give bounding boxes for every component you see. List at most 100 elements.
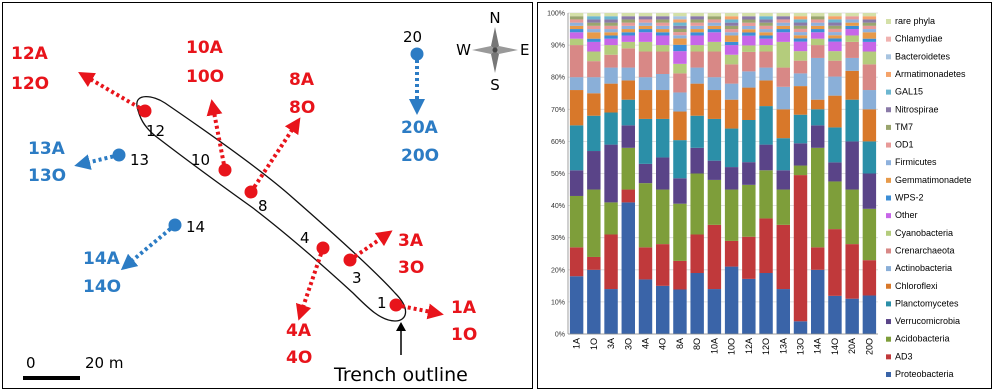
site-label-o: 10O: [186, 67, 224, 87]
bar-segment-other: [707, 32, 722, 42]
site-number: 13: [130, 151, 149, 169]
bar-segment-other: [604, 38, 618, 46]
bar-segment-other: [759, 38, 773, 46]
site-13: 13 13A 13O: [28, 139, 149, 186]
bar-segment-ad3: [707, 224, 722, 290]
trench-outline-label: Trench outline: [333, 364, 468, 386]
bar-segment-ad3: [845, 244, 859, 299]
site-label-o: 3O: [398, 258, 424, 278]
bar-segment-nitrospirae: [862, 19, 877, 23]
bar-segment-crenarchaeota: [604, 54, 618, 68]
bar-segment-other: [569, 32, 584, 39]
legend-entry: WPS-2: [895, 193, 924, 203]
bar-segment-nitrospirae: [587, 19, 601, 23]
bar-segment-other: [656, 35, 670, 46]
x-tick-label: 4A: [641, 338, 651, 349]
bar-segment-armatimonadetes: [673, 19, 687, 23]
legend-entry: Planctomycetes: [895, 298, 959, 308]
bar-segment-actinobacteria: [690, 67, 704, 84]
bar-segment-rare-phyla: [724, 13, 739, 17]
legend-swatch: [886, 372, 891, 377]
bar-segment-actinobacteria: [793, 73, 808, 87]
bar-segment-planctomycetes: [569, 125, 584, 171]
legend-entry: OD1: [895, 140, 914, 150]
bar-segment-crenarchaeota: [845, 41, 859, 58]
site-label-a: 4A: [286, 321, 312, 341]
bar-segment-chloroflexi: [793, 86, 808, 115]
site-number: 8: [258, 197, 268, 215]
site-label-a: 3A: [398, 231, 424, 251]
bar-segment-od1: [656, 22, 670, 26]
bar-segment-gal15: [604, 16, 618, 20]
compass-icon: N S W E: [456, 9, 529, 94]
bar-segment-ad3: [828, 229, 842, 296]
bar-segment-rare-phyla: [656, 13, 670, 17]
bar-segment-other: [828, 41, 842, 52]
bar-segment-planctomycetes: [811, 109, 825, 126]
bar-segment-od1: [724, 29, 739, 33]
site-number: 4: [300, 229, 310, 247]
bar-segment-cyanobacteria: [638, 41, 653, 52]
bar-segment-proteobacteria: [621, 202, 635, 334]
bar-segment-chloroflexi: [828, 95, 842, 128]
bar-segment-proteobacteria: [707, 289, 722, 334]
bar-segment-tm7: [742, 19, 756, 23]
legend-entry: Bacteroidetes: [895, 51, 951, 61]
bar-segment-firmicutes: [724, 32, 739, 36]
bar-segment-gemmatimonadete: [621, 29, 635, 33]
bar-segment-wps-2: [862, 38, 877, 42]
bar-segment-cyanobacteria: [587, 51, 601, 62]
bar-segment-armatimonadetes: [724, 16, 739, 20]
bar-segment-chloroflexi: [724, 99, 739, 129]
bar-segment-crenarchaeota: [811, 45, 825, 58]
site-8: 8 8A 8O: [244, 70, 315, 215]
bar-segment-nitrospirae: [759, 19, 773, 23]
bar-segment-rare-phyla: [604, 13, 618, 17]
bar-segment-other: [742, 35, 756, 46]
legend-swatch: [886, 36, 891, 42]
bar-segment-proteobacteria: [845, 298, 859, 334]
bar-segment-verrucomicrobia: [862, 173, 877, 209]
site-14: 14 14A 14O: [83, 218, 205, 297]
bar-segment-rare-phyla: [707, 13, 722, 17]
legend-entry: Other: [895, 210, 918, 220]
bar-segment-proteobacteria: [828, 295, 842, 334]
bar-segment-nitrospirae: [776, 16, 790, 20]
bar-segment-planctomycetes: [793, 114, 808, 144]
bar-segment-tm7: [690, 19, 704, 23]
bar-segment-gal15: [759, 16, 773, 20]
legend-swatch: [886, 266, 891, 272]
site-label-a: 20A: [401, 118, 439, 138]
bar-segment-firmicutes: [862, 29, 877, 33]
bar-segment-firmicutes: [776, 22, 790, 26]
bar-segment-rare-phyla: [811, 13, 825, 17]
bar-segment-planctomycetes: [690, 115, 704, 148]
bar-segment-od1: [845, 16, 859, 20]
bar-segment-wps-2: [621, 32, 635, 36]
bar-segment-acidobacteria: [742, 184, 756, 237]
bar-segment-tm7: [811, 16, 825, 20]
bar-segment-nitrospirae: [656, 16, 670, 20]
bar-segment-gemmatimonadete: [690, 29, 704, 33]
bar-segment-proteobacteria: [759, 273, 773, 334]
bar-segment-actinobacteria: [707, 77, 722, 91]
y-tick-label: 0%: [555, 332, 565, 339]
bar-segment-crenarchaeota: [673, 73, 687, 93]
bar-segment-acidobacteria: [828, 181, 842, 230]
bar-segment-cyanobacteria: [604, 45, 618, 55]
legend-entry: GAL15: [895, 87, 923, 97]
bar-segment-tm7: [587, 22, 601, 26]
bar-segment-crenarchaeota: [621, 48, 635, 68]
bar-segment-other: [793, 41, 808, 52]
bar-segment-gemmatimonadete: [656, 29, 670, 33]
bar-segment-cyanobacteria: [673, 63, 687, 74]
site-label-a: 12A: [11, 44, 49, 64]
bar-segment-other: [638, 32, 653, 42]
bar-segment-actinobacteria: [724, 83, 739, 100]
trench-outline: [136, 95, 407, 322]
legend-entry: Firmicutes: [895, 157, 937, 167]
bar-segment-gemmatimonadete: [638, 25, 653, 30]
bar-segment-rare-phyla: [759, 13, 773, 17]
bar-segment-firmicutes: [656, 25, 670, 30]
bar-segment-planctomycetes: [724, 128, 739, 168]
